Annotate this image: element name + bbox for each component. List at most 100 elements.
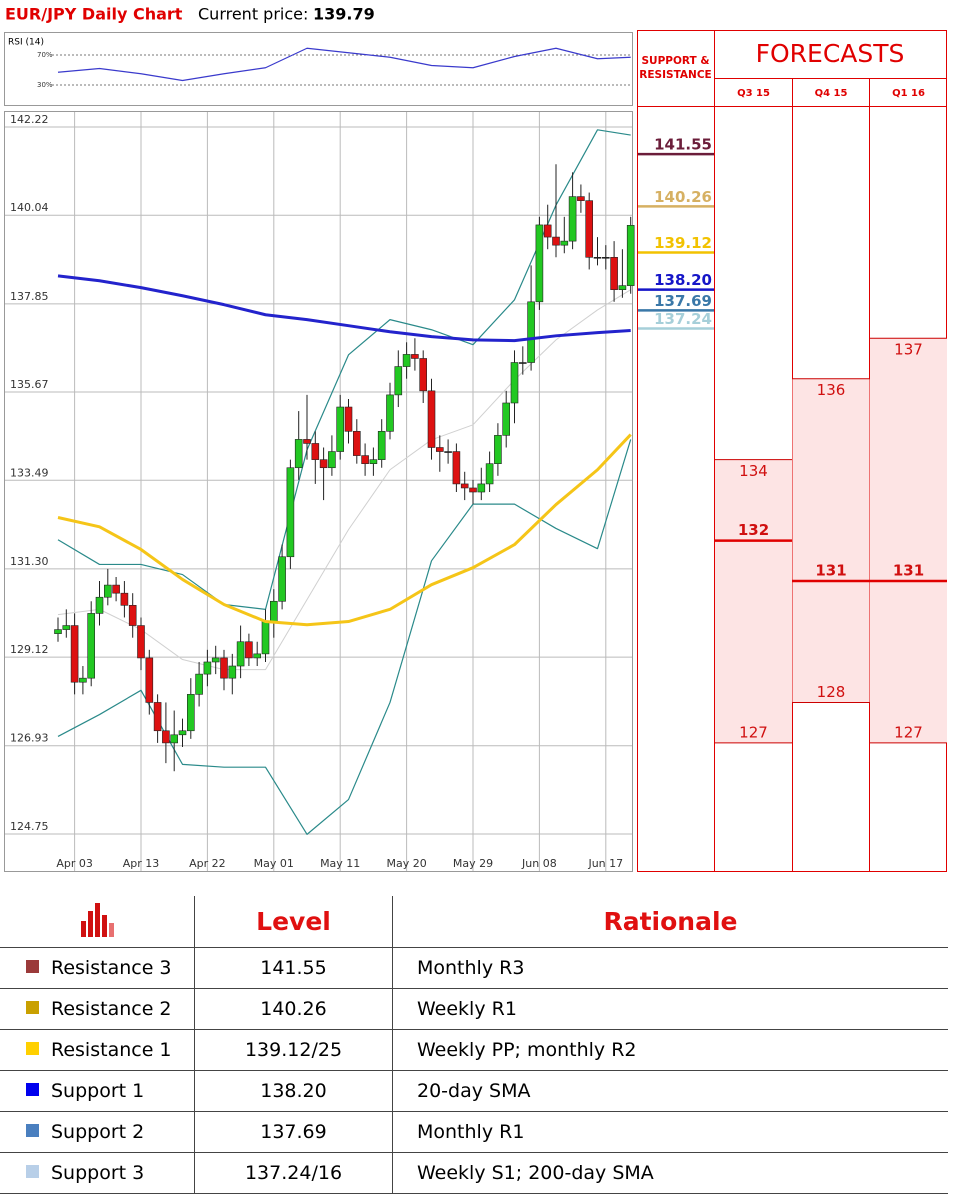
candle-body <box>253 653 261 659</box>
candle-body <box>427 390 436 448</box>
candle-body <box>286 467 295 558</box>
candle-body <box>261 621 270 655</box>
icon <box>81 902 114 937</box>
color-swatch <box>26 960 39 973</box>
table-row: Support 1 138.20 20-day SMA <box>0 1070 948 1112</box>
y-tick-label: 129.12 <box>10 643 49 656</box>
candle-body <box>162 730 170 744</box>
x-tick-label: May 11 <box>320 857 360 870</box>
candle-body <box>87 613 95 679</box>
candle-body <box>228 665 237 679</box>
quarter-label: Q4 15 <box>815 88 848 99</box>
header-level: Level <box>194 896 393 948</box>
table-row: Resistance 3 141.55 Monthly R3 <box>0 947 948 989</box>
candle-body <box>344 406 353 432</box>
level-label: 140.26 <box>654 188 712 206</box>
plot-frame <box>4 111 633 872</box>
candle-body <box>70 625 79 683</box>
candle-body <box>303 439 311 444</box>
row-level: 140.26 <box>194 988 393 1030</box>
header-rationale: Rationale <box>392 896 948 948</box>
candle-body <box>518 362 527 364</box>
forecast-range <box>792 378 870 703</box>
row-rationale: Weekly S1; 200-day SMA <box>392 1152 948 1194</box>
row-level: 139.12/25 <box>194 1029 393 1071</box>
rsi-title: RSI (14) <box>8 38 44 48</box>
forecast-range <box>870 338 947 743</box>
level-label: 141.55 <box>654 136 712 154</box>
row-rationale: 20-day SMA <box>392 1070 948 1112</box>
color-swatch <box>26 1165 39 1178</box>
candle-body <box>610 257 618 290</box>
row-name-cell: Resistance 2 <box>0 988 195 1030</box>
level-label: 138.20 <box>654 271 712 289</box>
row-name: Support 3 <box>51 1162 145 1184</box>
candle-body <box>278 556 286 602</box>
rsi-tick-label: 70% <box>37 51 53 59</box>
candle-body <box>577 196 585 201</box>
candle-body <box>112 584 120 594</box>
quarter-label: Q3 15 <box>737 88 770 99</box>
forecast-label: 127 <box>739 723 768 741</box>
candle-body <box>245 641 253 659</box>
y-tick-label: 135.67 <box>10 378 49 391</box>
candle-body <box>527 301 535 363</box>
candle-body <box>328 451 336 469</box>
candle-body <box>369 459 378 464</box>
rsi-frame <box>4 32 633 106</box>
candle-body <box>419 358 428 392</box>
y-tick-label: 126.93 <box>10 732 49 745</box>
price-label: Current price: <box>198 5 308 24</box>
x-tick-label: May 29 <box>453 857 493 870</box>
row-name: Resistance 2 <box>51 998 172 1020</box>
candle-body <box>294 439 303 469</box>
candle-body <box>352 431 361 456</box>
table-row: Resistance 1 139.12/25 Weekly PP; monthly … <box>0 1029 948 1071</box>
candle-body <box>452 451 461 485</box>
candle-body <box>195 673 203 695</box>
sr-title: SUPPORT & RESISTANCE <box>639 55 712 81</box>
row-name-cell: Support 3 <box>0 1152 195 1194</box>
candle-body <box>336 406 345 452</box>
candle-body <box>236 641 245 667</box>
forecast-range <box>715 459 792 743</box>
quarter-label: Q1 16 <box>892 88 925 99</box>
candle-body <box>510 362 519 404</box>
x-tick-label: Jun 17 <box>587 857 623 870</box>
x-tick-label: May 20 <box>386 857 426 870</box>
row-rationale: Monthly R3 <box>392 947 948 989</box>
candle-body <box>170 734 178 744</box>
overlay-line <box>57 433 632 627</box>
row-level: 138.20 <box>194 1070 393 1112</box>
candle-body <box>460 483 469 489</box>
levels-table: Level Rationale Resistance 3 141.55 Monthl… <box>0 896 948 1194</box>
forecast-title: FORECASTS <box>756 39 905 68</box>
forecast-label: 131 <box>893 562 924 580</box>
candle-body <box>104 584 112 598</box>
y-tick-label: 137.85 <box>10 290 49 303</box>
candle-body <box>220 657 228 679</box>
candle-body <box>402 354 411 367</box>
candle-body <box>386 394 394 432</box>
forecast-label: 136 <box>817 381 846 399</box>
candle-body <box>153 702 162 732</box>
candle-body <box>54 629 62 634</box>
table-row: Resistance 2 140.26 Weekly R1 <box>0 988 948 1030</box>
color-swatch <box>26 1124 39 1137</box>
x-tick-label: Jun 08 <box>521 857 557 870</box>
row-name-cell: Resistance 3 <box>0 947 195 989</box>
table-row: Support 3 137.24/16 Weekly S1; 200-day SMA <box>0 1152 948 1194</box>
candle-body <box>585 200 594 258</box>
candle-body <box>618 285 627 290</box>
icon-cell <box>0 896 195 948</box>
candle-body <box>211 657 220 663</box>
y-tick-label: 124.75 <box>10 820 49 833</box>
x-tick-label: Apr 03 <box>56 857 93 870</box>
candle-body <box>543 224 552 238</box>
forecast-label: 128 <box>817 683 846 701</box>
row-name: Support 2 <box>51 1121 145 1143</box>
candle-body <box>361 455 369 464</box>
y-tick-label: 131.30 <box>10 555 49 568</box>
candle-body <box>560 240 569 246</box>
